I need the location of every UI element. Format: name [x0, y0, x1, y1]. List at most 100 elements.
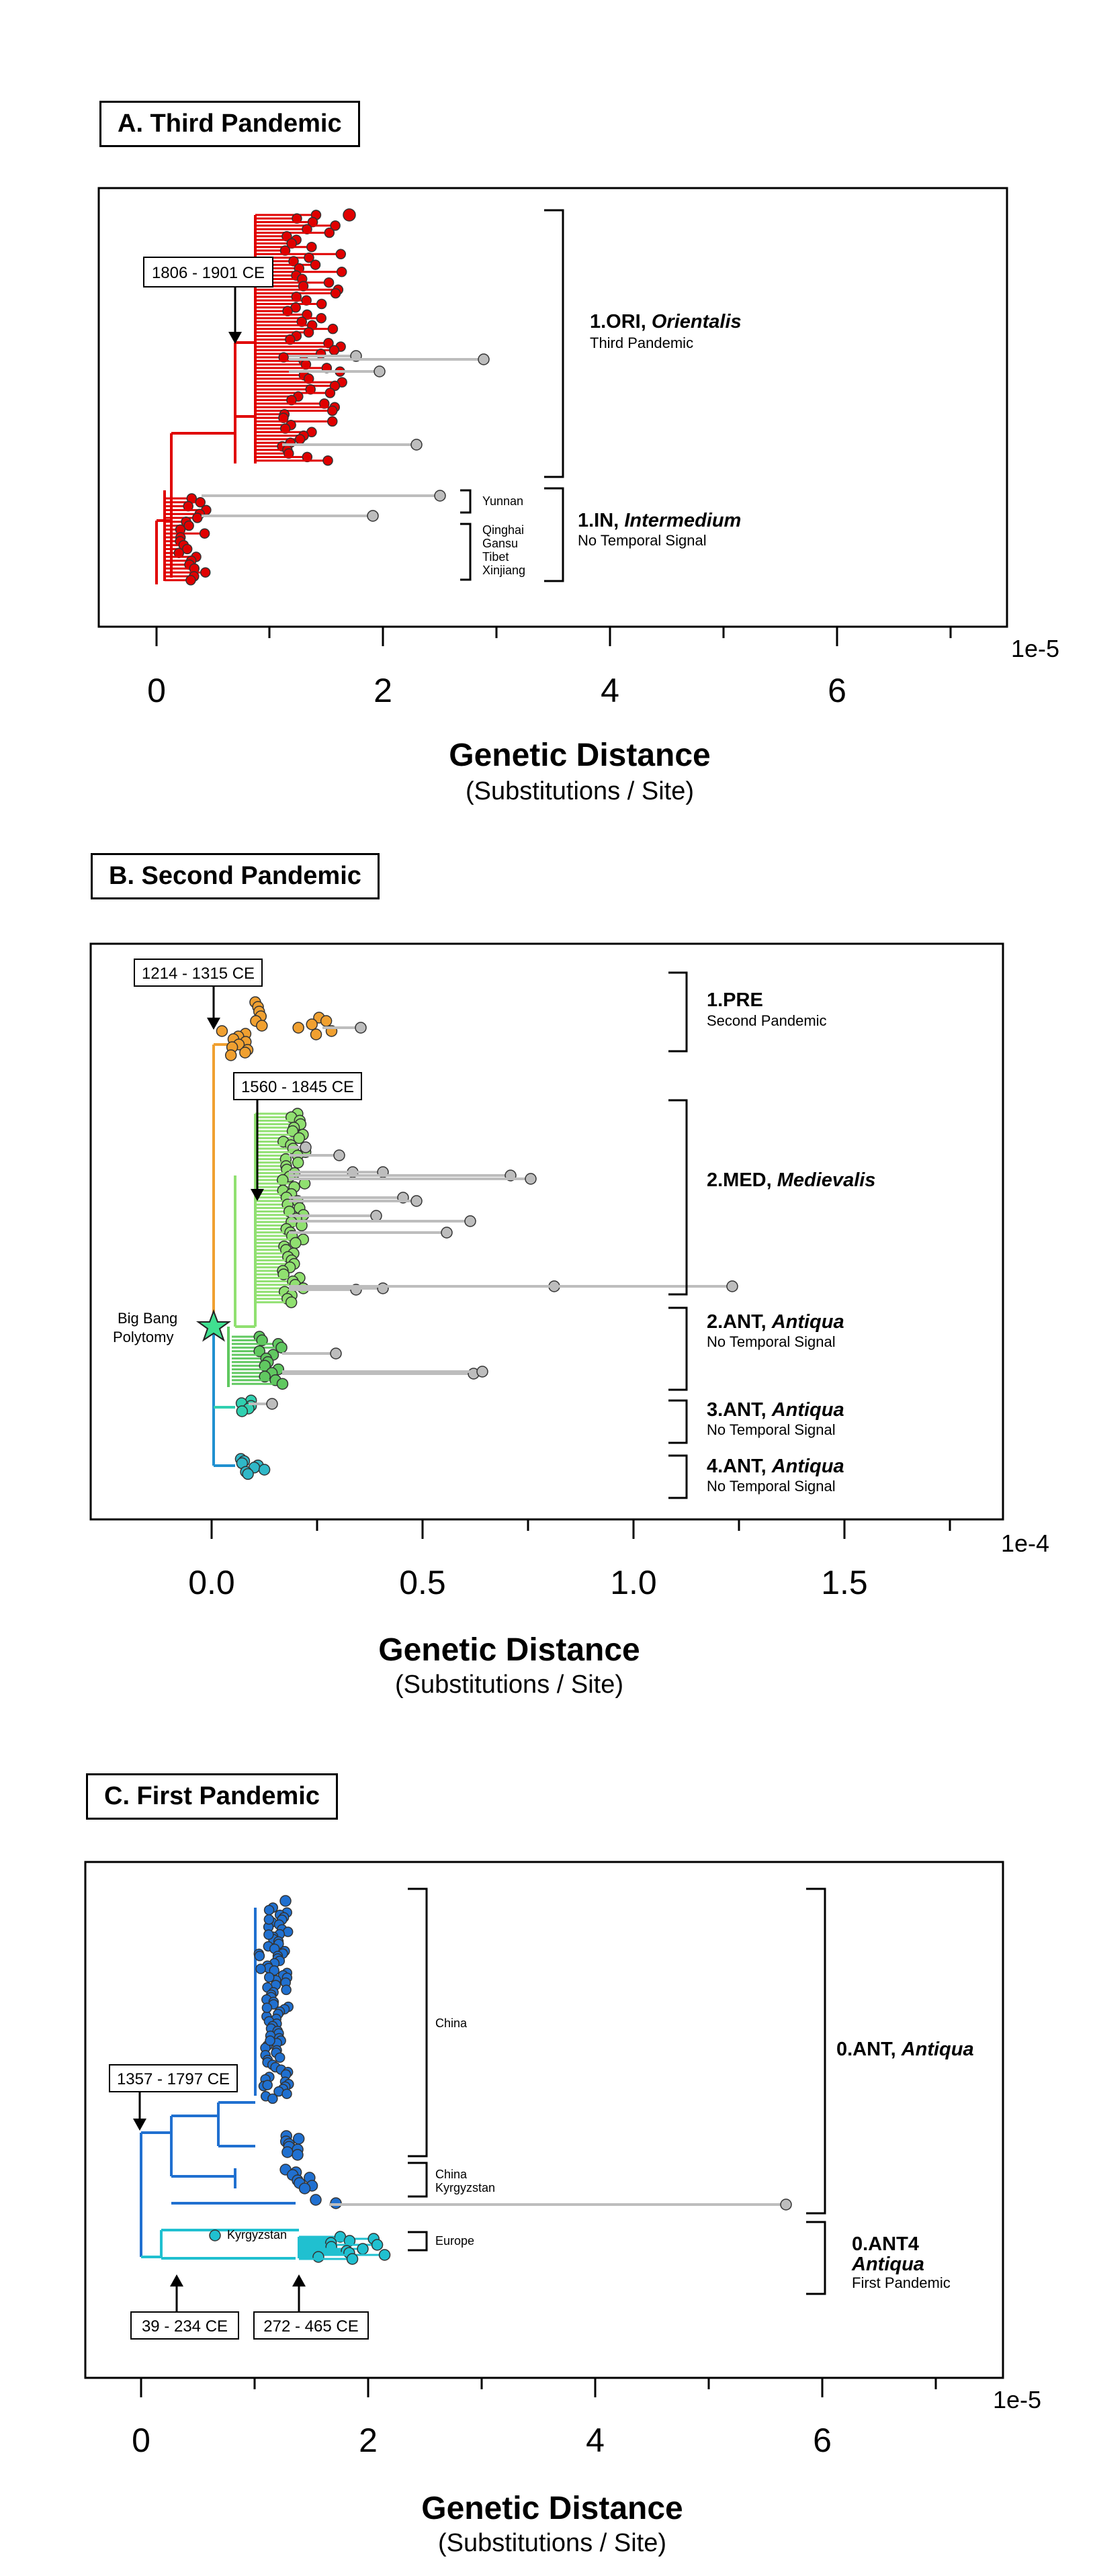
- tip-node: [324, 227, 335, 238]
- panel-title: B. Second Pandemic: [91, 853, 380, 899]
- tip-node: [285, 1296, 298, 1308]
- tip-node: [282, 306, 293, 316]
- region-bracket: [408, 2231, 428, 2252]
- tip-node: [303, 373, 314, 384]
- tip-node: [333, 1149, 345, 1161]
- clade-label-2-med: 2.MED, Medievalis: [707, 1169, 875, 1191]
- tip-node: [320, 1015, 333, 1027]
- tip-node: [263, 1929, 274, 1940]
- region-bracket: [408, 2162, 428, 2198]
- tip-node: [323, 338, 334, 349]
- panel-title: A. Third Pandemic: [99, 101, 360, 147]
- tip-node: [319, 398, 330, 409]
- tip-node: [377, 1282, 389, 1294]
- tip-node: [281, 231, 292, 242]
- plot-frame: [97, 187, 1008, 628]
- tip-node: [209, 2229, 221, 2241]
- tip-node: [224, 1049, 237, 1061]
- tree-svg-c: 0 2 4 6 1e-5 Genetic Distance (Substitut…: [84, 1861, 1041, 2557]
- clade-label-4-ant: 4.ANT, Antiqua: [707, 1456, 844, 1477]
- tip-node: [300, 1141, 312, 1153]
- phylogenetic-tree: [195, 996, 738, 1480]
- date-label: 272 - 465 CE: [253, 2311, 369, 2340]
- tip-node: [298, 2182, 311, 2194]
- clade-sublabel: No Temporal Signal: [578, 532, 707, 549]
- tip-node: [322, 455, 333, 466]
- tip-node: [291, 292, 302, 302]
- svg-text:1357 - 1797 CE: 1357 - 1797 CE: [117, 2070, 230, 2088]
- tip-node: [310, 1028, 322, 1040]
- tip-node: [478, 353, 490, 365]
- region-label: China: [435, 2016, 468, 2030]
- clade-sublabel: No Temporal Signal: [707, 1421, 836, 1438]
- tip-node: [292, 2133, 305, 2145]
- tip-node: [434, 490, 446, 502]
- svg-text:272 - 465 CE: 272 - 465 CE: [263, 2317, 358, 2336]
- tip-node: [410, 439, 423, 451]
- tip-node: [323, 277, 335, 288]
- x-axis: 0 2 4 6 1e-5 Genetic Distance (Substitut…: [147, 627, 1059, 805]
- svg-text:1560 - 1845 CE: 1560 - 1845 CE: [241, 1078, 354, 1096]
- clade-bracket: [806, 2221, 826, 2295]
- tip-node: [330, 287, 341, 299]
- region-bracket: [460, 489, 472, 514]
- tip-node: [329, 345, 340, 356]
- tip-node: [302, 451, 313, 463]
- tip-node: [726, 1280, 738, 1292]
- tip-node: [274, 2052, 286, 2063]
- tip-node: [298, 281, 309, 292]
- tick-label: 4: [601, 672, 619, 709]
- tip-node: [195, 497, 206, 508]
- clade-label-1-ori: 1.ORI, Orientalis: [590, 311, 742, 332]
- x-axis-label: Genetic Distance: [378, 1632, 640, 1668]
- tick-label: 2: [359, 2422, 378, 2459]
- panel-third-pandemic: A. Third Pandemic 0 2 4 6 1e-5 Genetic D…: [0, 0, 1093, 826]
- tip-node: [307, 216, 318, 228]
- tip-node: [371, 2239, 384, 2251]
- tip-node: [310, 259, 321, 270]
- tip-node: [290, 1237, 302, 1249]
- date-label: 1357 - 1797 CE: [109, 2064, 238, 2092]
- tip-node: [286, 238, 297, 249]
- tip-node: [255, 1963, 266, 1974]
- tip-node: [236, 1405, 249, 1417]
- tip-node: [183, 520, 194, 531]
- panel-second-pandemic: B. Second Pandemic 0.0 0.5 1.0 1.5 1e-4 …: [0, 826, 1093, 1706]
- tip-node: [256, 1020, 268, 1032]
- region-label: Gansu: [482, 537, 518, 550]
- region-label: Kyrgyzstan: [435, 2181, 495, 2194]
- x-axis-sublabel: (Substitutions / Site): [466, 777, 694, 805]
- clade-label-2-ant: 2.ANT, Antiqua: [707, 1311, 844, 1333]
- tip-node: [292, 1022, 304, 1034]
- tip-node: [292, 213, 302, 224]
- tick-label: 0.0: [188, 1564, 235, 1601]
- clade-sublabel: No Temporal Signal: [707, 1478, 836, 1495]
- tip-node: [370, 1210, 382, 1222]
- tip-node: [316, 312, 326, 324]
- tip-node: [283, 448, 294, 459]
- arrow-head: [207, 1018, 220, 1030]
- tip-node: [355, 1022, 367, 1034]
- region-bracket: [408, 1887, 428, 2158]
- tip-node: [281, 2146, 294, 2158]
- axis-scale-label: 1e-5: [993, 2386, 1041, 2413]
- clade-label-1-in: 1.IN, Intermedium: [578, 510, 741, 531]
- tip-node: [262, 2080, 273, 2090]
- tip-node: [346, 2253, 359, 2265]
- tip-node: [343, 208, 356, 222]
- tip-node: [329, 380, 341, 392]
- tip-node: [286, 394, 297, 406]
- tip-node: [288, 256, 299, 267]
- tip-node: [199, 528, 210, 539]
- tip-node: [294, 434, 306, 445]
- clade-bracket: [668, 1454, 688, 1499]
- panel-first-pandemic: C. First Pandemic 0 2 4 6 1e-5 Genetic D…: [0, 1706, 1093, 2576]
- svg-text:1214 - 1315 CE: 1214 - 1315 CE: [142, 965, 255, 983]
- tick-label: 6: [828, 672, 846, 709]
- phylogenetic-tree: [140, 1895, 792, 2265]
- tip-node: [327, 416, 338, 427]
- arrow-head: [133, 2119, 146, 2131]
- tip-node: [780, 2199, 792, 2211]
- tip-node: [285, 334, 296, 345]
- region-label: Qinghai: [482, 523, 524, 537]
